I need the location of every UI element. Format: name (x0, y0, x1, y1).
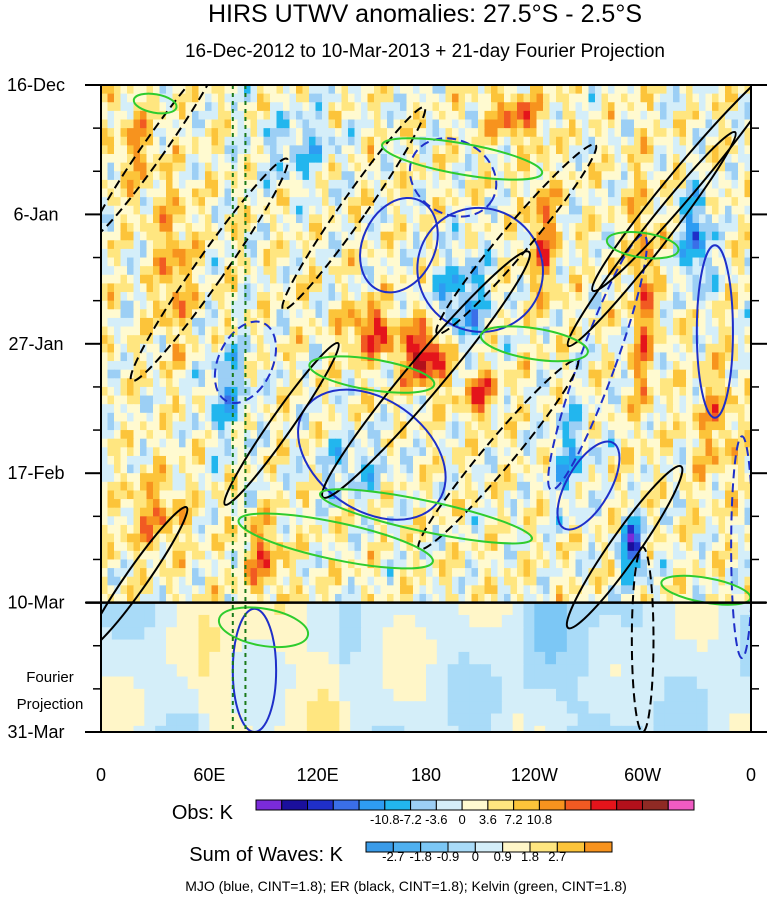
colorbar-box (358, 799, 386, 811)
kelvin-contour (605, 231, 680, 260)
kelvin-contour (308, 355, 436, 394)
colorbar-box (487, 799, 515, 811)
colorbar-box (307, 799, 334, 811)
colorbar-box (281, 799, 309, 811)
colorbar-tick-label: 0 (459, 812, 466, 827)
x-axis: 0 60E 120E 180 120W 60W 0 (96, 765, 756, 785)
colorbar-tick-label: -3.6 (425, 812, 447, 827)
reference-lines (231, 85, 247, 732)
colorbar-tick-label: 2.7 (548, 849, 566, 864)
er-contour (591, 85, 751, 293)
x-tick-label: 60E (193, 765, 225, 785)
colorbar-box (584, 841, 613, 853)
colorbar-box (384, 799, 412, 811)
colorbar-box (590, 799, 618, 811)
colorbar-box (616, 799, 643, 811)
colorbar-tick-label: -7.2 (399, 812, 421, 827)
plot-area (101, 85, 751, 732)
colorbar-box (435, 799, 463, 811)
chart-subtitle: 16-Dec-2012 to 10-Mar-2013 + 21-day Four… (185, 41, 665, 62)
y-tick-label: 27-Jan (8, 334, 63, 354)
colorbar-tick-label: 0.9 (494, 849, 512, 864)
x-tick-label: 180 (411, 765, 441, 785)
colorbar-tick-label: 0 (472, 849, 479, 864)
chart-title: HIRS UTWV anomalies: 27.5°S - 2.5°S (208, 0, 642, 28)
kelvin-contour (237, 512, 434, 570)
colorbar-tick-label: 1.8 (521, 849, 539, 864)
y-axis: 16-Dec 6-Jan 27-Jan 17-Feb 10-Mar 31-Mar (7, 75, 767, 742)
er-contour (417, 358, 580, 551)
colorbar-box (564, 799, 592, 811)
er-contour (435, 143, 598, 335)
colorbar-box (538, 799, 566, 811)
kelvin-contour (132, 92, 178, 115)
er-contour (565, 464, 684, 630)
mjo-contour (547, 233, 648, 491)
er-contour (101, 85, 221, 239)
y-tick-label: 10-Mar (7, 593, 64, 613)
x-tick-label: 0 (746, 765, 756, 785)
x-tick-label: 120E (297, 765, 339, 785)
colorbar-tick-label: -2.7 (382, 849, 404, 864)
kelvin-contour (318, 488, 534, 545)
er-contour (223, 341, 340, 506)
y-tick-label: 17-Feb (7, 463, 64, 483)
x-tick-label: 120W (511, 765, 558, 785)
colorbar-box (410, 799, 437, 811)
kelvin-contour (217, 606, 310, 649)
mjo-contour (695, 244, 734, 419)
colorbar-tick-label: 7.2 (505, 812, 523, 827)
x-tick-label: 0 (96, 765, 106, 785)
colorbar-tick-label: 3.6 (479, 812, 497, 827)
er-contour (566, 130, 737, 348)
projection-label-line1: Fourier (26, 669, 74, 686)
colorbar-tick-label: -1.8 (409, 849, 431, 864)
obs-colorbar: -10.8 -7.2 -3.6 0 3.6 7.2 10.8 (255, 799, 695, 827)
colorbar-tick-label: -10.8 (370, 812, 400, 827)
mjo-contour (556, 440, 621, 531)
waves-colorbar-label: Sum of Waves: K (189, 844, 343, 866)
er-contour (321, 250, 531, 499)
mjo-contour (359, 196, 439, 294)
x-tick-label: 60W (624, 765, 661, 785)
er-contour (281, 106, 427, 311)
mjo-contour (416, 206, 544, 333)
colorbar-box (332, 799, 360, 811)
colorbar-box (513, 799, 540, 811)
y-tick-label: 31-Mar (7, 722, 64, 742)
obs-colorbar-label: Obs: K (172, 802, 234, 824)
colorbar-box (667, 799, 695, 811)
colorbar-tick-label: 10.8 (527, 812, 552, 827)
colorbar-box (255, 799, 283, 811)
mjo-contour (213, 320, 278, 405)
projection-label-line2: Projection (17, 696, 84, 713)
colorbar-tick-label: -0.9 (437, 849, 459, 864)
colorbar-box (461, 799, 489, 811)
colorbar-box (641, 799, 669, 811)
anomaly-field (101, 85, 751, 732)
mjo-contour (408, 137, 498, 218)
mjo-contour (730, 435, 751, 660)
plot-frame (100, 84, 752, 733)
kelvin-contour (479, 325, 589, 363)
kelvin-contour (381, 137, 544, 181)
y-tick-label: 16-Dec (7, 75, 65, 95)
er-contour (101, 506, 189, 650)
wave-contours (101, 85, 751, 732)
footer-note: MJO (blue, CINT=1.8); ER (black, CINT=1.… (185, 878, 627, 894)
y-tick-label: 6-Jan (13, 204, 58, 224)
waves-colorbar: -2.7 -1.8 -0.9 0 0.9 1.8 2.7 (365, 841, 613, 864)
er-contour (129, 157, 289, 383)
er-contour (630, 546, 655, 732)
